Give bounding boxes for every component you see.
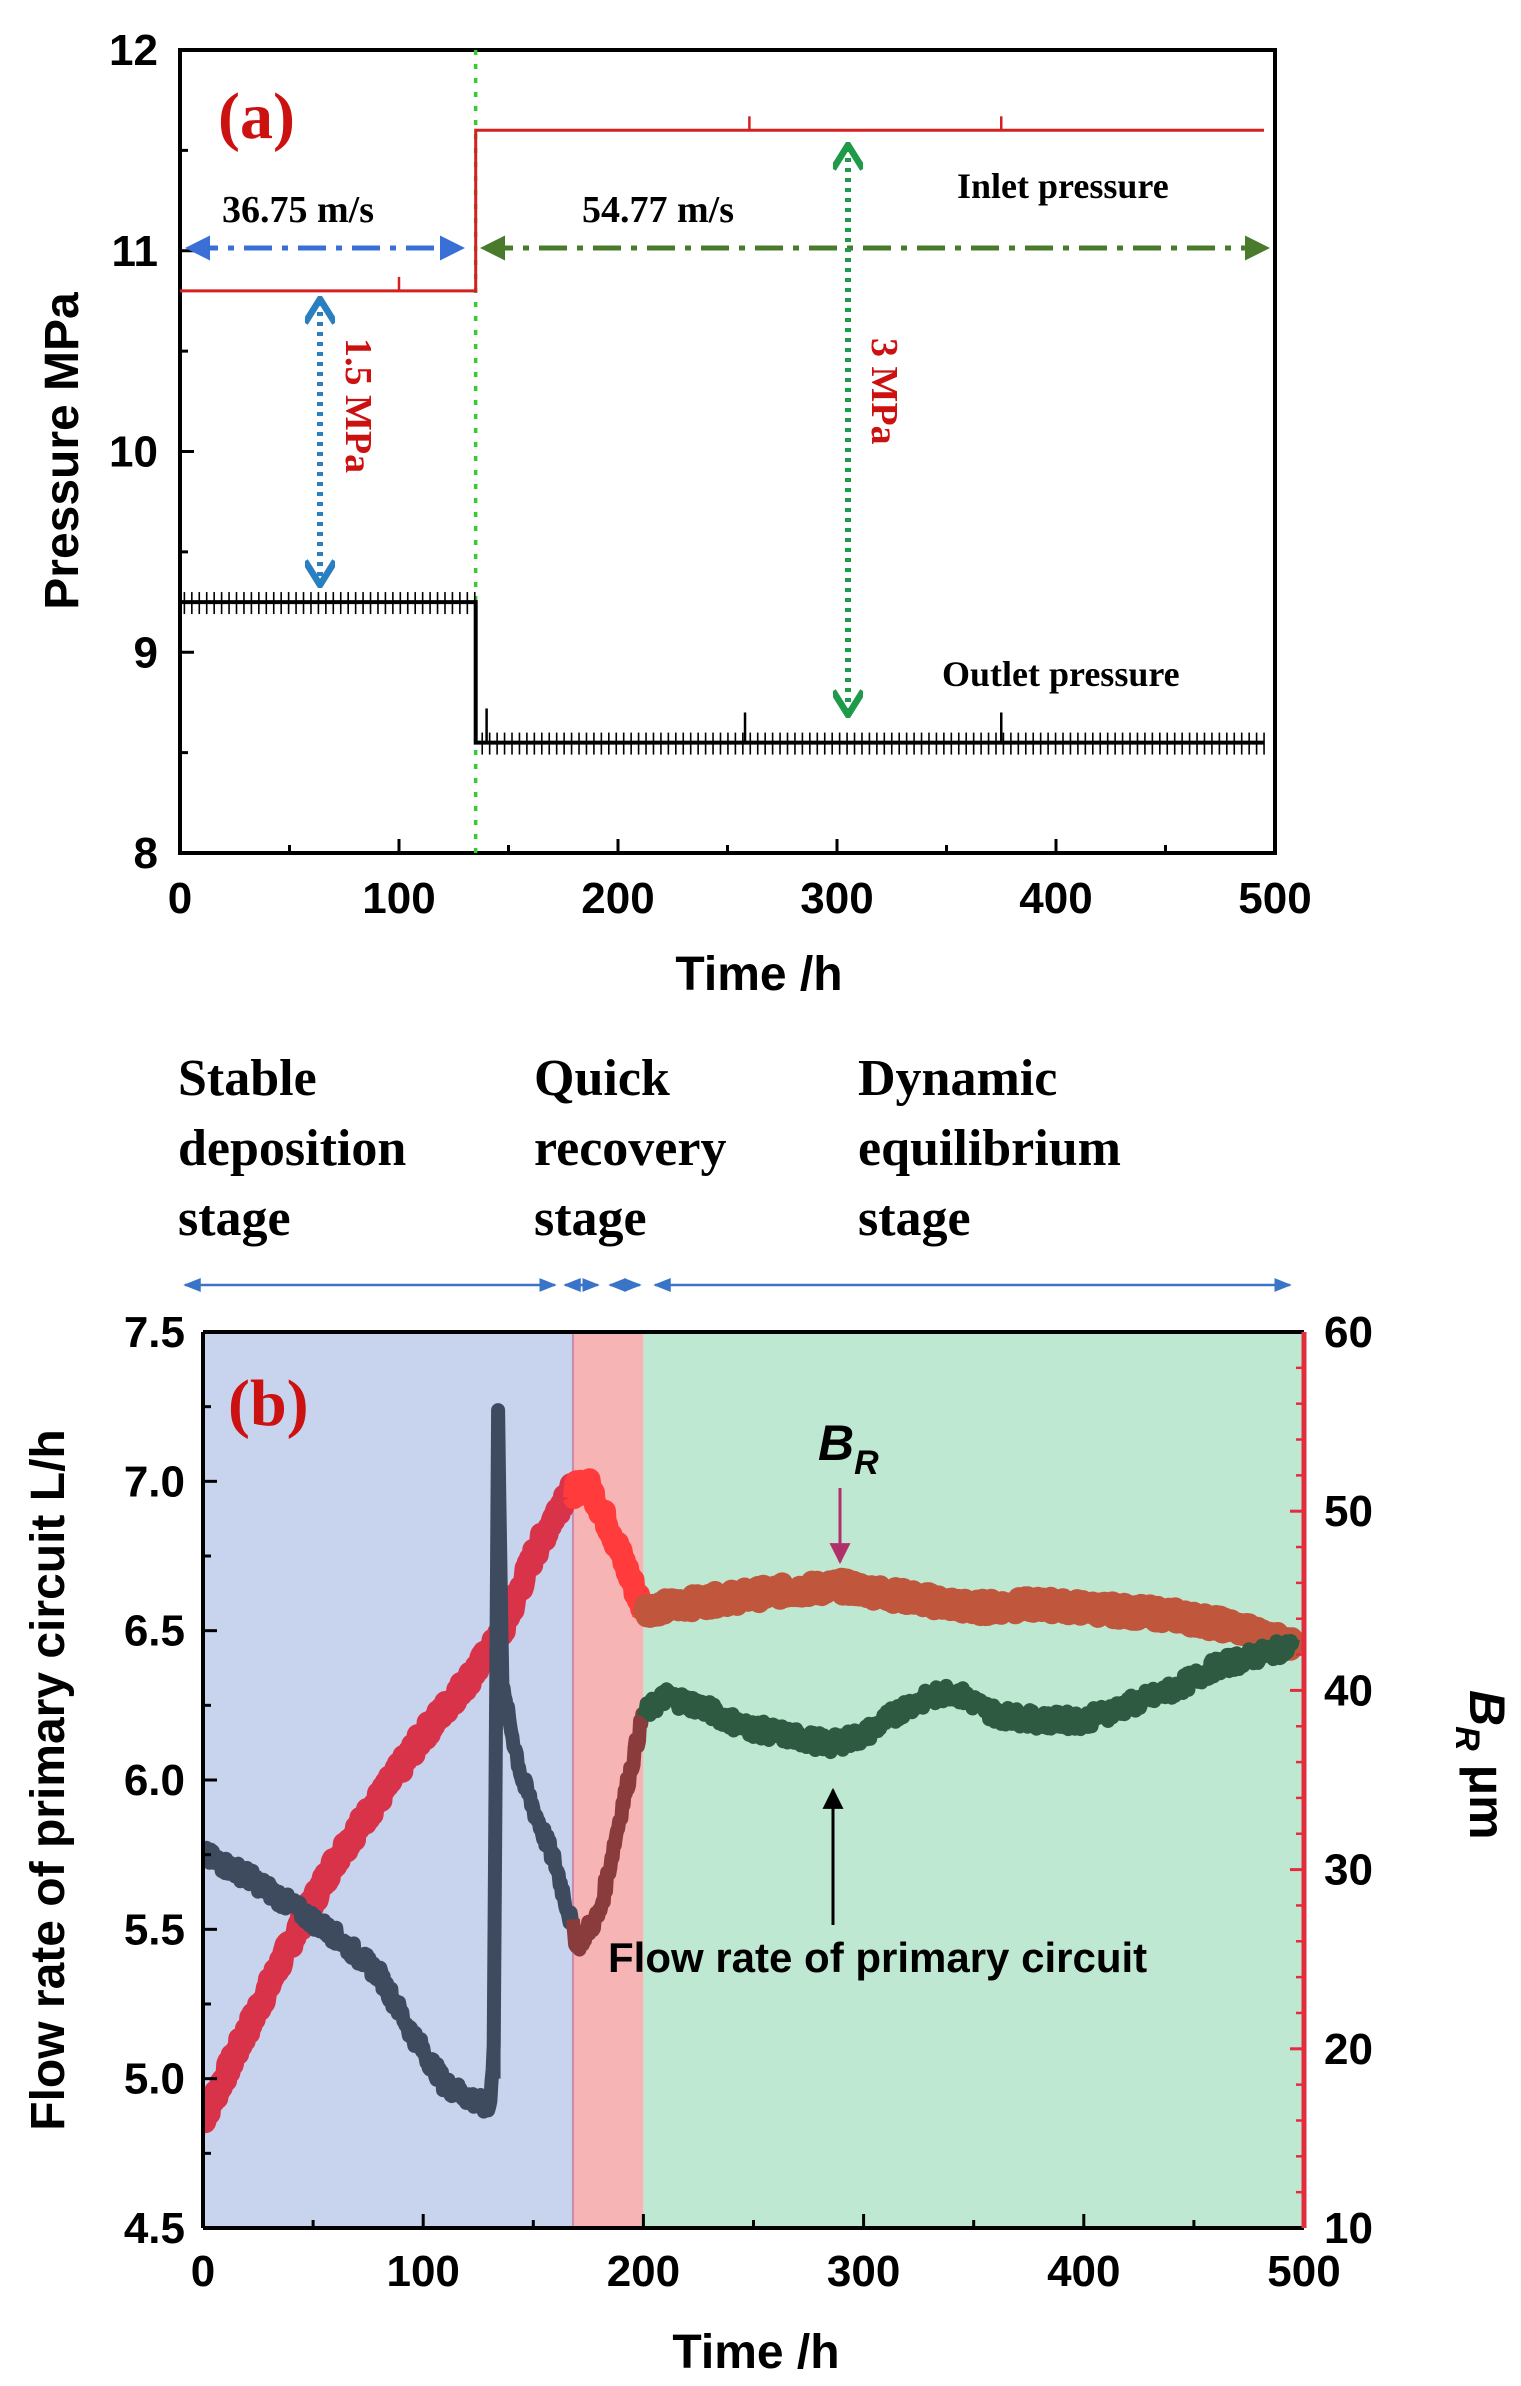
stage-header-2: Dynamic equilibrium stage [858,1050,1121,1247]
velocity-after-label: 54.77 m/s [582,189,734,231]
stage-header-0: Stable deposition stage [178,1050,406,1247]
panel-b-x-tick-labels: 0 100 200 300 400 500 [191,2247,1341,2296]
b-right-tick-label: 50 [1324,1487,1373,1536]
a-y-tick-label: 12 [109,26,158,75]
stage-header-1: Quick recovery stage [534,1050,726,1247]
stage-header-line: equilibrium [858,1120,1121,1177]
br-line [632,1567,1304,1662]
a-x-tick-label: 200 [581,874,654,923]
panel-b-right-axis-title: BR μm [1448,1690,1515,1840]
a-x-tick-label: 500 [1238,874,1311,923]
br-annotation-main: B [818,1415,854,1471]
br-line [203,1473,584,2134]
inlet-pressure-marks [397,116,1003,291]
b-y-tick-label: 5.5 [124,1905,185,1954]
stage-header-line: Quick [534,1050,670,1107]
b-right-tick-label: 10 [1324,2204,1373,2253]
br-axis-title-sub: R [1448,1726,1486,1751]
diff-after-label: 3 MPa [863,338,905,445]
flow-rate-line [636,1634,1300,1760]
a-y-tick-label: 9 [134,628,158,677]
flow-rate-series [203,1403,1300,2119]
outlet-pressure-label: Outlet pressure [942,654,1180,694]
panel-a-y-tick-labels: 8 9 10 11 12 [109,26,158,878]
br-annotation-sub: R [854,1444,879,1482]
b-y-tick-label: 7.0 [124,1457,185,1506]
panel-a-x-axis-title: Time /h [675,948,842,1001]
b-x-tick-label: 0 [191,2247,215,2296]
b-right-tick-label: 60 [1324,1308,1373,1357]
panel-b-label: (b) [228,1367,309,1440]
panel-b-x-axis-title: Time /h [672,2326,839,2379]
stage-header-line: deposition [178,1120,406,1177]
a-x-tick-label: 0 [168,874,192,923]
b-x-tick-label: 500 [1267,2247,1340,2296]
br-axis-title-unit: μm [1459,1751,1515,1840]
b-y-tick-label: 6.0 [124,1756,185,1805]
a-y-tick-label: 10 [109,428,158,477]
br-series [203,1468,1304,2134]
panel-a: (a) 36.75 m/s 54.77 m/s Inlet pressure O… [36,26,1312,1001]
stage-band-2 [643,1332,1304,2228]
a-y-tick-label: 8 [134,829,158,878]
inlet-pressure-line [180,128,1264,293]
panel-b-y-axis-title: Flow rate of primary circuit L/h [22,1429,75,2130]
stage-header-line: stage [858,1190,971,1247]
stage-header-line: stage [178,1190,291,1247]
stage-header-line: Dynamic [858,1050,1057,1107]
stage-header-line: Stable [178,1050,317,1107]
b-y-tick-label: 7.5 [124,1308,185,1357]
b-x-tick-label: 200 [607,2247,680,2296]
panel-b-y-tick-labels: 4.5 5.0 5.5 6.0 6.5 7.0 7.5 [124,1308,185,2253]
a-x-tick-label: 100 [362,874,435,923]
stage-bands [203,1332,1304,2228]
a-y-tick-label: 11 [111,227,158,276]
diff-before-label: 1.5 MPa [337,338,379,473]
br-line [563,1468,655,1621]
velocity-before-label: 36.75 m/s [222,189,374,231]
panel-b-right-tick-labels: 10 20 30 40 50 60 [1324,1308,1373,2253]
b-right-tick-label: 40 [1324,1666,1373,1715]
flow-annotation-label: Flow rate of primary circuit [608,1934,1147,1981]
b-y-tick-label: 6.5 [124,1607,185,1656]
b-x-tick-label: 100 [386,2247,459,2296]
b-right-tick-label: 30 [1324,1846,1373,1895]
a-x-tick-label: 400 [1019,874,1092,923]
panel-a-plot-frame [178,48,1277,855]
panel-a-label: (a) [218,80,295,153]
outlet-pressure-line [180,600,1264,745]
b-right-tick-label: 20 [1324,2025,1373,2074]
br-axis-title-main: B [1459,1690,1515,1726]
b-x-tick-label: 400 [1047,2247,1120,2296]
a-x-tick-label: 300 [800,874,873,923]
flow-rate-line [565,1706,650,1957]
stage-header-line: recovery [534,1120,726,1177]
br-annotation-label: BR [818,1415,879,1482]
stage-header-line: stage [534,1190,647,1247]
b-y-tick-label: 4.5 [124,2204,185,2253]
flow-rate-line [203,1403,579,2119]
b-x-tick-label: 300 [827,2247,900,2296]
inlet-pressure-label: Inlet pressure [957,166,1169,206]
panel-a-y-axis-title: Pressure MPa [36,292,89,610]
panel-a-x-tick-labels: 0 100 200 300 400 500 [168,874,1312,923]
b-y-tick-label: 5.0 [124,2055,185,2104]
